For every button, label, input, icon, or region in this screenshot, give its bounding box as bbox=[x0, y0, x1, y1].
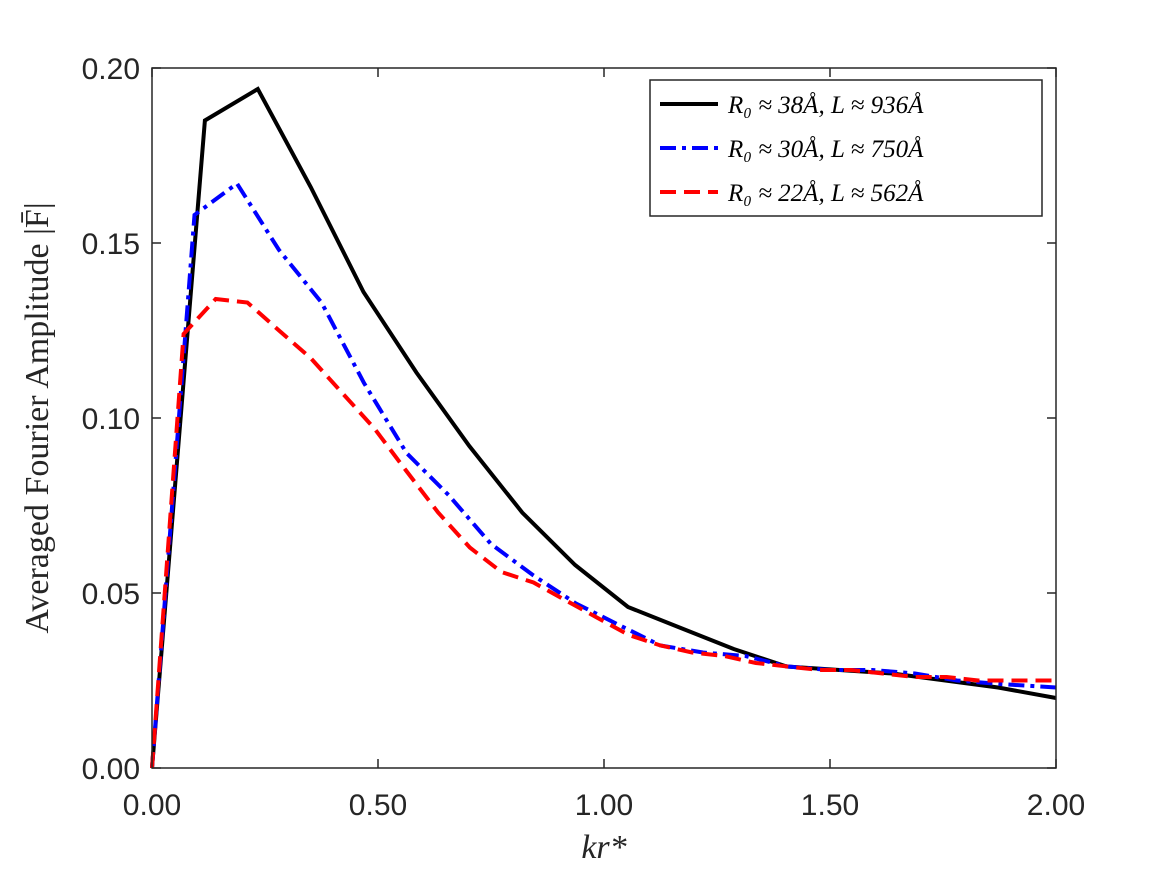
y-axis-title-text: Averaged Fourier Amplitude |F̄| bbox=[19, 202, 56, 633]
x-tick-label: 2.00 bbox=[1027, 789, 1085, 822]
y-tick-label: 0.20 bbox=[82, 53, 140, 86]
legend-label-1: R₀ ≈ 38Å, L ≈ 936Å bbox=[727, 92, 924, 119]
series-layer bbox=[150, 86, 1057, 769]
legend-label-2: R₀ ≈ 30Å, L ≈ 750Å bbox=[727, 136, 924, 163]
legend-label-3: R₀ ≈ 22Å, L ≈ 562Å bbox=[727, 180, 924, 207]
series-line-3 bbox=[150, 296, 1056, 769]
legend: R₀ ≈ 38Å, L ≈ 936Å R₀ ≈ 30Å, L ≈ 750Å R₀ ≈… bbox=[649, 79, 1043, 217]
x-axis-title: kr* bbox=[581, 829, 626, 866]
legend-items: R₀ ≈ 38Å, L ≈ 936Å R₀ ≈ 30Å, L ≈ 750Å R₀ ≈… bbox=[660, 92, 924, 207]
x-tick-label: 1.50 bbox=[801, 789, 859, 822]
y-tick-label: 0.10 bbox=[82, 403, 140, 436]
x-tick-label: 0.00 bbox=[123, 789, 181, 822]
y-axis-title: Averaged Fourier Amplitude |F̄| bbox=[19, 202, 56, 633]
y-tick-label: 0.00 bbox=[82, 753, 140, 786]
tick-labels: 0.00 0.50 1.00 1.50 2.00 0.00 0.05 0.10 0.15 0.20 bbox=[82, 53, 1086, 822]
x-tick-label: 0.50 bbox=[349, 789, 407, 822]
x-tick-label: 1.00 bbox=[575, 789, 633, 822]
plot-frame bbox=[151, 67, 1057, 769]
series-line-2 bbox=[150, 180, 1057, 769]
y-tick-label: 0.05 bbox=[82, 578, 140, 611]
y-tick-label: 0.15 bbox=[82, 228, 140, 261]
